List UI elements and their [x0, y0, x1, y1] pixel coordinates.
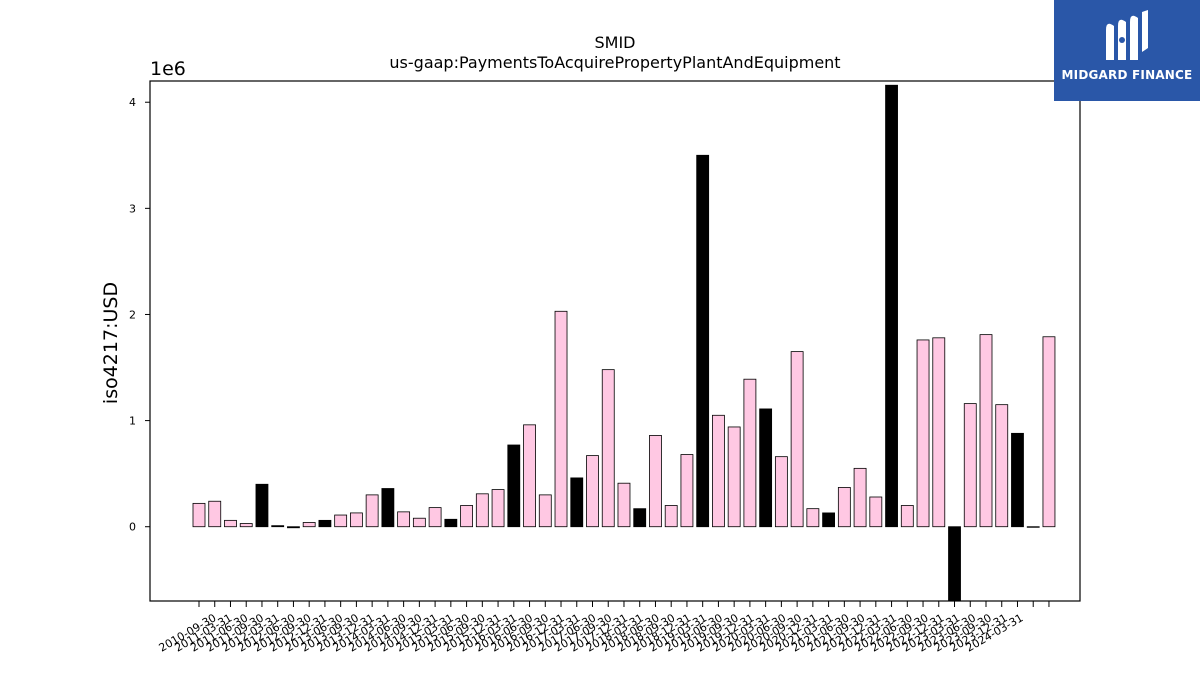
bar-2012-06-30 — [302, 522, 316, 528]
y-axis-ticks: 0 1 2 3 4 — [129, 96, 150, 534]
bar-2015-03-31 — [475, 493, 489, 528]
bar-2022-12-31 — [963, 403, 977, 528]
bar-2022-06-30 — [932, 337, 946, 528]
bar-2010-09-30 — [192, 502, 206, 528]
bar-2018-06-30 — [680, 454, 694, 528]
bar-2019-09-30 — [759, 408, 773, 528]
y-tick-label: 2 — [129, 308, 136, 321]
y-scale-label: 1e6 — [150, 58, 186, 80]
bar-2011-06-30 — [239, 523, 253, 528]
bar-2016-06-30 — [554, 310, 568, 528]
bar-2013-09-30 — [381, 488, 395, 528]
y-tick-label: 4 — [129, 96, 136, 109]
bar-2012-03-31 — [287, 526, 300, 529]
brand-name: MIDGARD FINANCE — [1061, 68, 1193, 82]
bar-2018-12-31 — [712, 414, 725, 528]
bar-2014-12-31 — [460, 505, 473, 528]
bar-2015-12-31 — [523, 424, 536, 528]
plot-frame — [149, 80, 1081, 602]
bar-2012-09-30 — [318, 519, 332, 528]
bar-2023-06-30 — [995, 404, 1009, 528]
bar-2013-06-30 — [365, 494, 379, 528]
bar-2014-06-30 — [428, 507, 442, 528]
chart-title: SMID — [595, 33, 636, 52]
bar-2021-03-31 — [853, 467, 867, 528]
bar-2011-03-31 — [224, 519, 237, 528]
bar-2015-09-30 — [507, 444, 521, 528]
bar-2018-09-30 — [696, 154, 710, 528]
bar-2020-12-31 — [837, 487, 851, 528]
bar-2010-12-31 — [208, 500, 222, 528]
bar-2014-03-31 — [412, 517, 426, 528]
bar-2018-03-31 — [664, 505, 678, 528]
y-axis-label: iso4217:USD — [100, 282, 122, 404]
bar-2020-09-30 — [822, 512, 835, 528]
bar-2022-03-31 — [916, 339, 930, 528]
bar-2019-06-30 — [743, 378, 757, 528]
bar-2020-06-30 — [806, 508, 820, 528]
bar-2014-09-30 — [444, 518, 458, 528]
chart-subtitle: us-gaap:PaymentsToAcquirePropertyPlantAn… — [389, 53, 840, 72]
midgard-m-logo-icon — [1106, 10, 1148, 60]
bar-2017-06-30 — [617, 482, 631, 528]
bars-group — [192, 84, 1056, 602]
bar-2016-12-31 — [586, 455, 599, 528]
y-tick-label: 3 — [129, 202, 136, 215]
bar-2021-06-30 — [869, 496, 883, 528]
bar-2022-09-30 — [948, 526, 961, 602]
brand-logo: MIDGARD FINANCE — [1054, 0, 1200, 101]
bar-2021-09-30 — [885, 84, 898, 528]
bar-2015-06-30 — [491, 489, 505, 528]
bar-2017-12-31 — [649, 435, 662, 528]
bar-2016-09-30 — [570, 477, 584, 528]
bar-2013-12-31 — [397, 511, 411, 528]
bar-2011-12-31 — [271, 525, 285, 528]
x-axis-ticks: 2010-09-302011-03-312011-06-302011-09-30… — [157, 601, 1050, 655]
bar-2011-09-30 — [255, 483, 269, 528]
bar-2023-12-31 — [1026, 526, 1040, 528]
bar-2016-03-31 — [538, 494, 552, 528]
bar-2024-03-31 — [1042, 336, 1056, 528]
bar-2012-12-31 — [334, 514, 348, 528]
bar-2023-03-31 — [979, 334, 993, 528]
bar-2023-09-30 — [1011, 432, 1024, 528]
bar-2017-09-30 — [633, 508, 647, 528]
bar-2020-03-31 — [790, 351, 804, 528]
bar-2019-12-31 — [774, 456, 788, 528]
bar-2017-03-31 — [601, 369, 615, 528]
bar-2019-03-31 — [727, 426, 741, 528]
bar-2021-12-31 — [900, 505, 914, 528]
bar-2013-03-31 — [349, 512, 363, 528]
y-tick-label: 1 — [129, 415, 136, 428]
y-tick-label: 0 — [129, 521, 136, 534]
